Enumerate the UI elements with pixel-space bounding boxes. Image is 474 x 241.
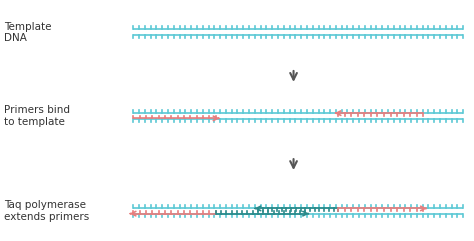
Text: Template
DNA: Template DNA: [4, 21, 51, 43]
Text: Taq polymerase
extends primers: Taq polymerase extends primers: [4, 200, 89, 222]
Text: Primers bind
to template: Primers bind to template: [4, 105, 70, 127]
